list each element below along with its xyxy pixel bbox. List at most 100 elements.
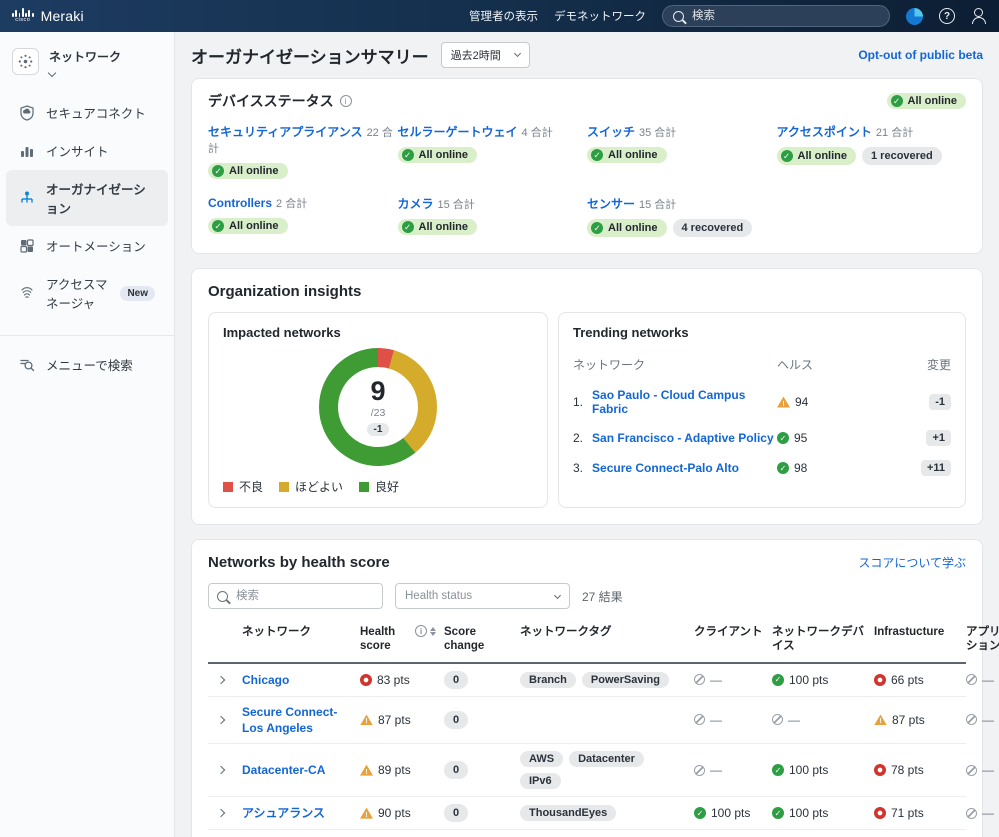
overall-status-badge: All online (887, 93, 967, 109)
na-icon (694, 714, 705, 725)
check-icon (781, 150, 793, 162)
main-content: オーガナイゼーションサマリー 過去2時間 Opt-out of public b… (175, 32, 999, 837)
warning-icon (360, 808, 373, 819)
sidebar-network-label: ネットワーク (49, 48, 121, 65)
assistant-icon[interactable] (906, 8, 923, 25)
time-range-value: 過去2時間 (451, 47, 501, 63)
score-change-badge: 0 (444, 804, 468, 822)
search-icon (217, 591, 228, 602)
device-type-link[interactable]: Controllers (208, 196, 272, 210)
device-status-title: デバイスステータス (208, 91, 334, 111)
trending-network-link[interactable]: San Francisco - Adaptive Policy (592, 431, 774, 445)
search-icon (673, 11, 684, 22)
brand[interactable]: cisco Meraki (12, 8, 84, 24)
network-link[interactable]: アシュアランス (242, 805, 352, 821)
col-change: 変更 (897, 352, 951, 381)
org-insights-card: Organization insights Impacted networks … (191, 268, 983, 525)
col-application[interactable]: アプリケーション (966, 625, 999, 654)
change-badge: +1 (926, 430, 951, 446)
legend-fair-swatch (279, 482, 289, 492)
score-change-badge: 0 (444, 761, 468, 779)
sidebar-item-label: オーガナイゼーション (46, 179, 155, 217)
sidebar-menu-search[interactable]: メニューで検索 (6, 346, 168, 383)
sidebar-network-selector[interactable]: ネットワーク (0, 44, 174, 93)
expand-row-button[interactable] (208, 677, 234, 683)
sidebar-item-label: アクセスマネージャ (46, 274, 109, 312)
device-type-link[interactable]: アクセスポイント (777, 125, 872, 139)
page-title: オーガナイゼーションサマリー (191, 43, 429, 68)
device-type-link[interactable]: セキュリティアプライアンス (208, 125, 363, 139)
device-type-link[interactable]: スイッチ (587, 125, 635, 139)
sidebar-item-label: オートメーション (46, 236, 146, 255)
recovered-badge: 1 recovered (862, 147, 942, 165)
device-type-link[interactable]: カメラ (398, 197, 434, 211)
expand-row-button[interactable] (208, 717, 234, 723)
col-client[interactable]: クライアント (694, 625, 764, 639)
optout-link[interactable]: Opt-out of public beta (858, 48, 983, 62)
device-type-link[interactable]: センサー (587, 197, 635, 211)
col-infrastructure[interactable]: Infrastucture (874, 625, 958, 639)
global-search[interactable] (662, 5, 890, 27)
chevron-down-icon (554, 591, 561, 598)
network-link[interactable]: Chicago (242, 672, 352, 688)
network-link[interactable]: Datacenter-CA (242, 762, 352, 778)
status-badge: All online (398, 219, 478, 235)
col-network: ネットワーク (573, 352, 777, 381)
trending-row: 2.San Francisco - Adaptive Policy (573, 423, 777, 453)
sidebar-divider (0, 335, 174, 336)
table-header: ネットワーク Health score i Score change ネットワー… (208, 619, 966, 664)
learn-scores-link[interactable]: スコアについて学ぶ (858, 554, 966, 571)
network-tag[interactable]: Branch (520, 672, 576, 688)
impacted-donut-chart[interactable]: 9 /23 -1 (319, 348, 437, 466)
sidebar-item-label: メニューで検索 (46, 355, 133, 374)
sidebar-item-insights[interactable]: インサイト (6, 132, 168, 169)
trending-network-link[interactable]: Sao Paulo - Cloud Campus Fabric (592, 388, 777, 416)
networks-search-input[interactable] (234, 589, 374, 603)
check-icon (891, 95, 903, 107)
secure-connect-icon (19, 105, 35, 121)
warning-icon (360, 765, 373, 776)
network-tag[interactable]: AWS (520, 751, 563, 767)
help-icon[interactable]: ? (939, 8, 955, 24)
info-icon[interactable]: i (340, 95, 352, 107)
expand-row-button[interactable] (208, 810, 234, 816)
networks-search[interactable] (208, 583, 383, 609)
trending-network-link[interactable]: Secure Connect-Palo Alto (592, 461, 739, 475)
network-tag[interactable]: Datacenter (569, 751, 644, 767)
warning-icon (777, 397, 790, 408)
col-network[interactable]: ネットワーク (242, 625, 352, 639)
col-network-devices[interactable]: ネットワークデバイス (772, 625, 866, 654)
col-health: ヘルス (777, 352, 897, 381)
device-type-link[interactable]: セルラーゲートウェイ (398, 125, 518, 139)
network-tag[interactable]: ThousandEyes (520, 805, 616, 821)
col-tags[interactable]: ネットワークタグ (520, 625, 686, 639)
device-type-access-point: アクセスポイント21 合計 All online1 recovered (777, 123, 967, 179)
menu-search-icon (19, 357, 35, 373)
sidebar-item-automation[interactable]: オートメーション (6, 227, 168, 264)
sidebar-item-secure-connect[interactable]: セキュアコネクト (6, 94, 168, 131)
admin-view-link[interactable]: 管理者の表示 (469, 8, 538, 24)
sidebar-item-organization[interactable]: オーガナイゼーション (6, 170, 168, 226)
col-health-score[interactable]: Health score i (360, 625, 436, 654)
expand-row-button[interactable] (208, 767, 234, 773)
global-search-input[interactable] (690, 9, 879, 23)
info-icon[interactable]: i (415, 625, 427, 637)
sort-icon[interactable] (430, 627, 436, 654)
cisco-logo-icon: cisco (12, 8, 34, 24)
network-tag[interactable]: IPv6 (520, 773, 561, 789)
health-status-filter[interactable]: Health status (395, 583, 570, 609)
account-icon[interactable] (971, 8, 987, 24)
status-badge: All online (587, 147, 667, 163)
col-score-change[interactable]: Score change (444, 625, 512, 654)
network-link[interactable]: Secure Connect-Los Angeles (242, 704, 352, 736)
warning-icon (360, 714, 373, 725)
network-switcher[interactable]: デモネットワーク (554, 8, 646, 24)
time-range-select[interactable]: 過去2時間 (441, 42, 530, 68)
status-badge: All online (587, 219, 667, 237)
donut-legend: 不良 ほどよい 良好 (223, 478, 533, 495)
network-tag[interactable]: PowerSaving (582, 672, 669, 688)
ok-icon (777, 432, 789, 444)
table-row: Chicago 83 pts 0 BranchPowerSaving — 100… (208, 664, 966, 697)
sidebar-item-access-manager[interactable]: アクセスマネージャ New (6, 265, 168, 321)
fingerprint-icon (19, 285, 35, 301)
